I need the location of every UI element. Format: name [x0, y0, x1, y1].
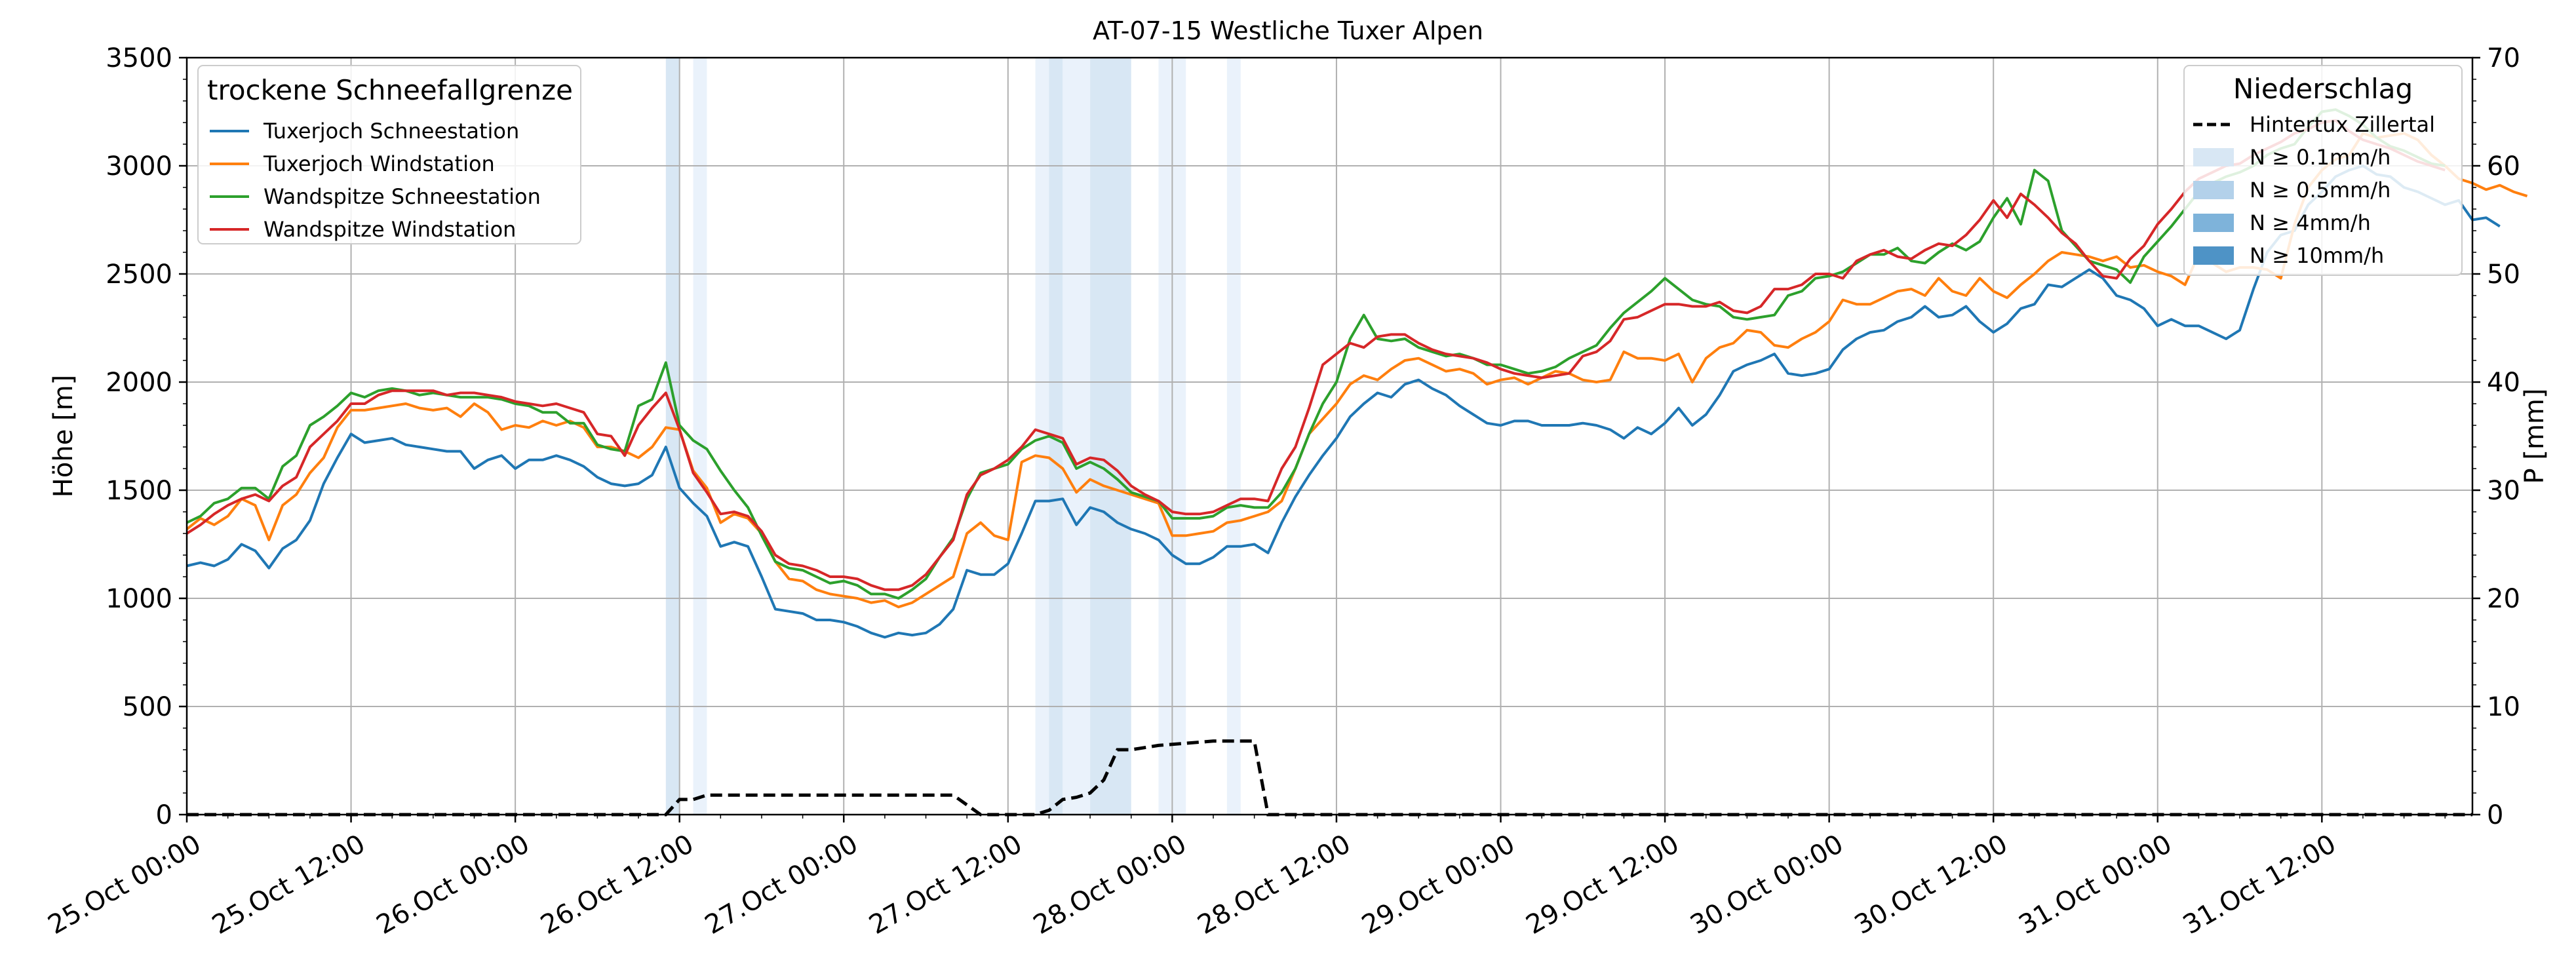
- y-tick-label: 2000: [106, 368, 172, 398]
- y2-tick-label: 20: [2487, 584, 2520, 614]
- y2-tick-label: 10: [2487, 692, 2520, 722]
- series-line-tuxerjoch-schneestation: [186, 164, 2501, 639]
- chart-title: AT-07-15 Westliche Tuxer Alpen: [1093, 16, 1483, 45]
- y2-axis-label: P [mm]: [2520, 389, 2550, 484]
- y2-tick-label: 40: [2487, 368, 2520, 398]
- y2-tick-label: 0: [2487, 800, 2503, 830]
- legend-left-box: [197, 65, 581, 244]
- y-tick-label: 2500: [106, 260, 172, 290]
- y-tick-label: 1500: [106, 476, 172, 506]
- x-tick-label: 28.Oct 00:00: [1028, 829, 1192, 940]
- x-tick-label: 30.Oct 00:00: [1685, 829, 1848, 940]
- y2-tick-label: 50: [2487, 260, 2520, 290]
- precip-bands: [665, 58, 1241, 815]
- series-line-wandspitze-windstation: [185, 119, 2446, 591]
- y-tick-label: 1000: [106, 584, 172, 614]
- x-tick-label: 26.Oct 00:00: [372, 829, 535, 940]
- x-axis-ticks: 25.Oct 00:00 25.Oct 12:00 26.Oct 00:00 26.O…: [43, 815, 2446, 940]
- y-tick-label: 500: [123, 692, 172, 722]
- series-lines: [185, 108, 2528, 639]
- y-tick-label: 3500: [106, 43, 172, 73]
- legend-right-swatch-patch: [2193, 246, 2234, 265]
- y-axis-label: Höhe [m]: [49, 375, 79, 497]
- legend-right-label: Hintertux Zillertal: [2250, 112, 2435, 137]
- x-tick-label: 29.Oct 12:00: [1521, 829, 1685, 940]
- precip-band-2: [1035, 58, 1049, 815]
- y2-axis-ticks: 0 10 20 30 40 50 60 70: [2472, 43, 2520, 830]
- legend-right-swatch-patch: [2193, 214, 2234, 232]
- legend-right-box: [2183, 65, 2463, 276]
- y2-tick-label: 70: [2487, 43, 2520, 73]
- y-axis-ticks: 0 500 1000 1500 2000 2500 3000 3500: [106, 43, 187, 830]
- legend-left-label: Wandspitze Windstation: [263, 217, 516, 242]
- precip-line-group: [187, 739, 2472, 817]
- y2-tick-label: 30: [2487, 476, 2520, 506]
- y-tick-label: 0: [156, 800, 172, 830]
- legend-right-label: N ≥ 4mm/h: [2250, 210, 2371, 235]
- legend-left-label: Tuxerjoch Schneestation: [263, 119, 519, 144]
- legend-left: trockene Schneefallgrenze Tuxerjoch Schne…: [197, 65, 581, 244]
- x-tick-label: 31.Oct 12:00: [2178, 829, 2341, 940]
- precip-band-7: [1172, 58, 1186, 815]
- legend-right-swatch-patch: [2193, 148, 2234, 166]
- precip-band-4: [1063, 58, 1091, 815]
- precip-band-0: [665, 58, 680, 815]
- legend-right-label: N ≥ 0.5mm/h: [2250, 178, 2391, 203]
- legend-right-label: N ≥ 0.1mm/h: [2250, 145, 2391, 170]
- x-tick-label: 31.Oct 00:00: [2014, 829, 2177, 940]
- legend-left-label: Tuxerjoch Windstation: [263, 151, 495, 176]
- precip-band-1: [693, 58, 707, 815]
- legend-right-label: N ≥ 10mm/h: [2250, 243, 2384, 268]
- x-tick-label: 25.Oct 12:00: [207, 829, 370, 940]
- plot-frame: [185, 56, 2474, 816]
- legend-right-swatch-patch: [2193, 181, 2234, 199]
- legend-left-label: Wandspitze Schneestation: [263, 184, 541, 209]
- precip-band-5: [1090, 58, 1131, 815]
- x-tick-label: 25.Oct 00:00: [43, 829, 206, 940]
- x-tick-label: 28.Oct 12:00: [1193, 829, 1356, 940]
- legend-right: Niederschlag Hintertux Zillertal N ≥ 0.1mm…: [2183, 65, 2463, 276]
- legend-right-title: Niederschlag: [2233, 73, 2413, 105]
- x-tick-label: 30.Oct 12:00: [1850, 829, 2013, 940]
- y-tick-label: 3000: [106, 151, 172, 182]
- y2-tick-label: 60: [2487, 151, 2520, 182]
- x-tick-label: 26.Oct 12:00: [536, 829, 699, 940]
- x-tick-label: 27.Oct 00:00: [700, 829, 863, 940]
- legend-left-title: trockene Schneefallgrenze: [207, 74, 573, 106]
- precip-band-6: [1158, 58, 1173, 815]
- x-tick-label: 29.Oct 00:00: [1357, 829, 1520, 940]
- x-tick-label: 27.Oct 12:00: [864, 829, 1027, 940]
- precip-band-8: [1226, 58, 1241, 815]
- precip-line-hintertux: [187, 739, 2472, 817]
